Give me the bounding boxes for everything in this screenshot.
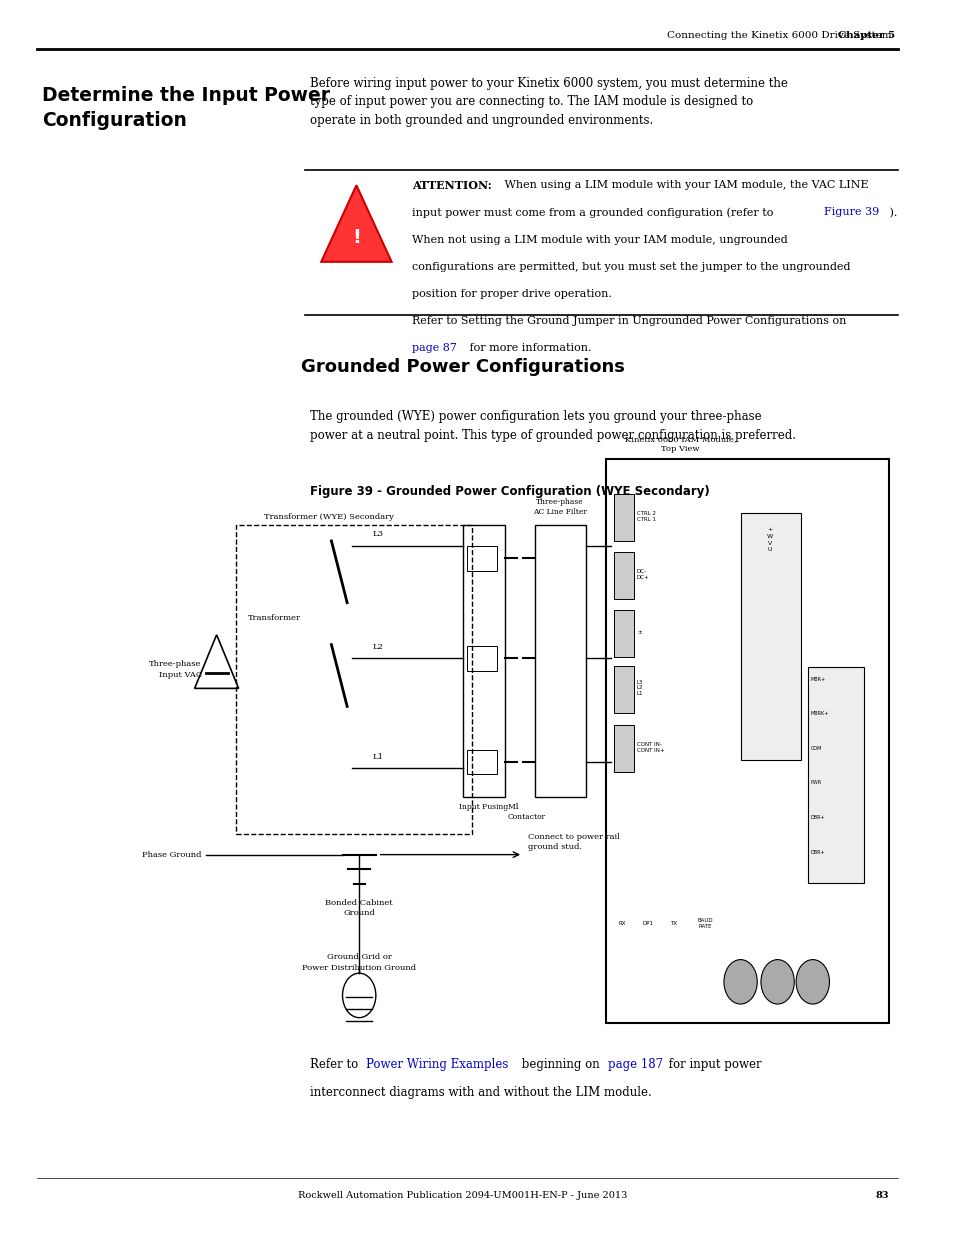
- Text: When using a LIM module with your IAM module, the VAC LINE: When using a LIM module with your IAM mo…: [500, 180, 867, 190]
- Text: interconnect diagrams with and without the LIM module.: interconnect diagrams with and without t…: [310, 1086, 651, 1099]
- Circle shape: [796, 960, 828, 1004]
- Text: Ground Grid or
Power Distribution Ground: Ground Grid or Power Distribution Ground: [302, 953, 416, 972]
- Text: Phase Ground: Phase Ground: [142, 851, 202, 858]
- Text: Three-phase
AC Line Filter: Three-phase AC Line Filter: [533, 498, 586, 516]
- Text: Before wiring input power to your Kinetix 6000 system, you must determine the
ty: Before wiring input power to your Kineti…: [310, 77, 787, 126]
- Text: Transformer: Transformer: [248, 614, 301, 621]
- Text: PWR: PWR: [810, 781, 821, 785]
- Bar: [613, 610, 634, 657]
- Text: ).: ).: [885, 207, 897, 217]
- Text: DP1: DP1: [641, 921, 653, 926]
- Text: CTRL 2
CTRL 1: CTRL 2 CTRL 1: [637, 511, 656, 521]
- Text: COM: COM: [810, 746, 821, 751]
- Text: L2: L2: [372, 643, 382, 651]
- Bar: [462, 525, 504, 797]
- Text: BAUD
RATE: BAUD RATE: [697, 919, 713, 929]
- Text: DBR+: DBR+: [810, 850, 824, 855]
- Bar: [807, 667, 862, 883]
- Text: position for proper drive operation.: position for proper drive operation.: [412, 289, 611, 299]
- Text: Chapter 5: Chapter 5: [837, 31, 894, 40]
- Text: Power Wiring Examples: Power Wiring Examples: [365, 1058, 508, 1072]
- Text: M1
Contactor: M1 Contactor: [507, 803, 545, 821]
- Bar: [235, 525, 472, 834]
- Bar: [613, 494, 634, 541]
- Bar: [613, 552, 634, 599]
- Text: ±: ±: [637, 630, 641, 635]
- Text: Transformer (WYE) Secondary: Transformer (WYE) Secondary: [264, 514, 394, 521]
- Text: Figure 39: Figure 39: [823, 207, 879, 217]
- Text: Grounded Power Configurations: Grounded Power Configurations: [300, 358, 624, 377]
- Text: beginning on: beginning on: [517, 1058, 603, 1072]
- Text: L3: L3: [372, 531, 383, 538]
- Text: Kinetix 6000 IAM Module,
Top View: Kinetix 6000 IAM Module, Top View: [624, 435, 736, 453]
- Text: ATTENTION:: ATTENTION:: [412, 180, 491, 191]
- Text: DBR+: DBR+: [810, 815, 824, 820]
- Text: MBR+: MBR+: [810, 677, 825, 682]
- Text: Three-phase
Input VAC: Three-phase Input VAC: [150, 661, 202, 678]
- Bar: [606, 459, 888, 1023]
- Text: The grounded (WYE) power configuration lets you ground your three-phase
power at: The grounded (WYE) power configuration l…: [310, 410, 796, 442]
- Text: Rockwell Automation Publication 2094-UM001H-EN-P - June 2013: Rockwell Automation Publication 2094-UM0…: [298, 1191, 627, 1199]
- Text: CONT IN-
CONT IN+: CONT IN- CONT IN+: [637, 742, 664, 752]
- Text: Input Fusing: Input Fusing: [458, 803, 507, 810]
- Text: Bonded Cabinet
Ground: Bonded Cabinet Ground: [325, 899, 393, 918]
- Text: Figure 39 - Grounded Power Configuration (WYE Secondary): Figure 39 - Grounded Power Configuration…: [310, 485, 709, 499]
- Text: MBRK+: MBRK+: [810, 711, 828, 716]
- Bar: [467, 750, 497, 774]
- Bar: [535, 525, 585, 797]
- Text: DC-
DC+: DC- DC+: [637, 569, 649, 579]
- Text: !: !: [352, 227, 360, 247]
- Text: +
W
V
U: + W V U: [766, 527, 773, 552]
- Text: configurations are permitted, but you must set the jumper to the ungrounded: configurations are permitted, but you mu…: [412, 262, 849, 272]
- Bar: [467, 646, 497, 671]
- Text: for more information.: for more information.: [465, 343, 591, 353]
- Text: L1: L1: [372, 753, 383, 761]
- Text: 83: 83: [874, 1191, 888, 1199]
- Text: TX: TX: [670, 921, 677, 926]
- Text: When not using a LIM module with your IAM module, ungrounded: When not using a LIM module with your IA…: [412, 235, 787, 245]
- Circle shape: [760, 960, 794, 1004]
- Text: L3
L2
L1: L3 L2 L1: [637, 679, 642, 697]
- Bar: [613, 666, 634, 713]
- Text: Determine the Input Power
Configuration: Determine the Input Power Configuration: [42, 86, 330, 131]
- Text: Refer to Setting the Ground Jumper in Ungrounded Power Configurations on: Refer to Setting the Ground Jumper in Un…: [412, 316, 845, 326]
- Text: Connecting the Kinetix 6000 Drive System: Connecting the Kinetix 6000 Drive System: [666, 31, 890, 40]
- Text: RX: RX: [618, 921, 625, 926]
- Text: for input power: for input power: [664, 1058, 760, 1072]
- Text: input power must come from a grounded configuration (refer to: input power must come from a grounded co…: [412, 207, 776, 219]
- Polygon shape: [321, 185, 391, 262]
- Text: Refer to: Refer to: [310, 1058, 362, 1072]
- Text: Connect to power rail
ground stud.: Connect to power rail ground stud.: [527, 834, 618, 851]
- Bar: [613, 725, 634, 772]
- Bar: [467, 546, 497, 571]
- Bar: [740, 513, 800, 760]
- Text: page 87: page 87: [412, 343, 456, 353]
- Circle shape: [723, 960, 757, 1004]
- Text: page 187: page 187: [608, 1058, 662, 1072]
